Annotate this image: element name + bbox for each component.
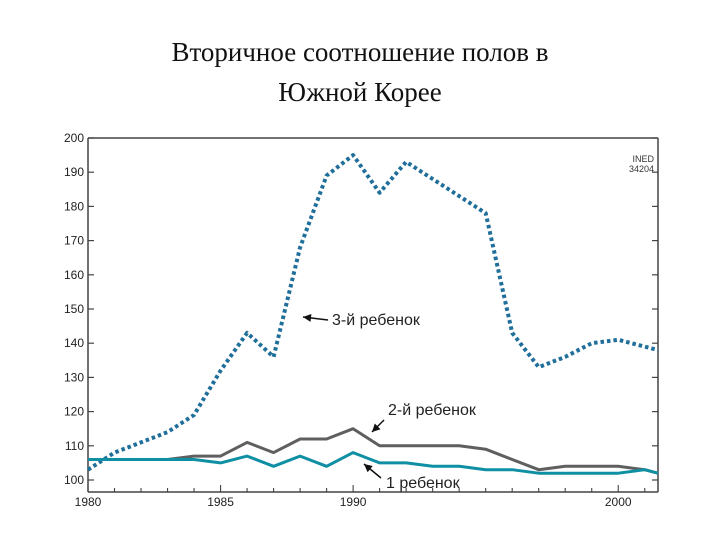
y-tick-label: 100 [64, 473, 84, 487]
series-label-arrowhead [364, 464, 373, 473]
slide-title: Вторичное соотношение полов в Южной Коре… [0, 32, 720, 112]
series-label-arrowhead [372, 423, 381, 432]
chart-axes: 100 110 120 130 140 150 160 170 180 190 200 1980 198… [64, 131, 659, 509]
series-line-2 [88, 427, 659, 475]
series-line-3 [88, 451, 659, 475]
series-label-3: 1 ребенок [386, 475, 461, 492]
chart-series [86, 153, 659, 475]
x-tick-label: 2000 [605, 495, 632, 509]
y-tick-label: 200 [64, 131, 84, 145]
y-tick-label: 130 [64, 370, 84, 384]
y-tick-label: 150 [64, 302, 84, 316]
y-tick-label: 160 [64, 268, 84, 282]
y-tick-label: 180 [64, 199, 84, 213]
series-label-arrowhead [303, 314, 312, 322]
chart-series-labels: 3-й ребенок 2-й ребенок 1 ребенок [302, 312, 477, 492]
source-note: INED [632, 154, 654, 164]
x-tick-label: 1990 [340, 495, 367, 509]
y-tick-label: 140 [64, 336, 84, 350]
slide-title-line-2: Южной Корее [278, 77, 442, 107]
x-tick-label: 1985 [207, 495, 234, 509]
series-line-1 [86, 153, 659, 472]
series-label-1: 3-й ребенок [332, 312, 421, 329]
x-tick-label: 1980 [75, 495, 102, 509]
y-tick-label: 190 [64, 165, 84, 179]
series-label-2: 2-й ребенок [388, 402, 477, 419]
slide-title-line-1: Вторичное соотношение полов в [171, 37, 549, 67]
y-tick-label: 110 [65, 439, 84, 453]
y-tick-label: 170 [64, 234, 84, 248]
source-note: 34204 [629, 164, 654, 174]
y-tick-label: 120 [64, 405, 84, 419]
